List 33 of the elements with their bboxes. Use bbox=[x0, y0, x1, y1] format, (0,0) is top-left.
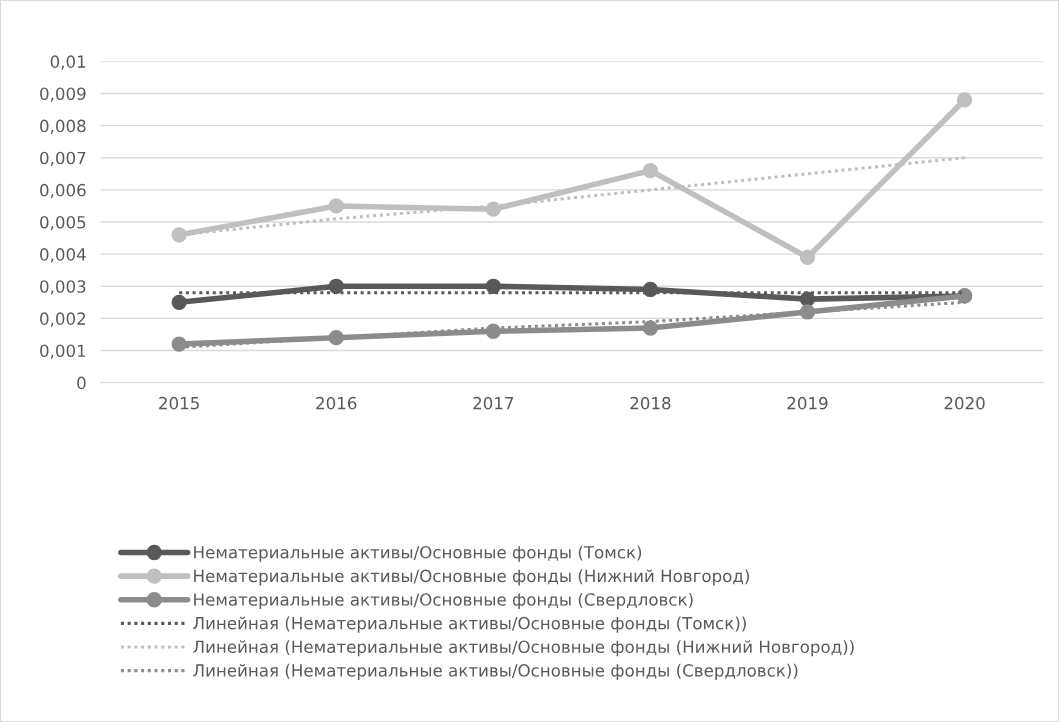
y-tick-label: 0,007 bbox=[40, 151, 86, 167]
y-tick-label: 0,003 bbox=[40, 280, 86, 295]
x-tick-label: 2020 bbox=[944, 396, 985, 410]
y-tick-label: 0,009 bbox=[40, 87, 86, 102]
y-tick-label: 0,001 bbox=[40, 344, 86, 359]
point bbox=[171, 336, 187, 352]
legend-label: Линейная (Нематериальные активы/Основные фонды (Нижний Новгород)) bbox=[193, 640, 854, 657]
y-tick-label: 0,002 bbox=[40, 312, 86, 327]
y-tick-label: 0,006 bbox=[40, 183, 86, 199]
point bbox=[799, 249, 816, 265]
point bbox=[171, 294, 187, 310]
x-tick-label: 2018 bbox=[630, 396, 671, 410]
point bbox=[642, 320, 659, 336]
legend-label: Линейная (Нематериальные активы/Основные фонды (Томск)) bbox=[193, 616, 746, 633]
x-tick-label: 2017 bbox=[473, 396, 514, 410]
point bbox=[171, 227, 187, 243]
y-tick-label: 0,008 bbox=[40, 119, 86, 134]
point bbox=[328, 198, 344, 214]
x-tick-label: 2016 bbox=[316, 396, 357, 410]
y-tick-label: 0,01 bbox=[50, 55, 86, 70]
point bbox=[485, 278, 501, 294]
point bbox=[328, 278, 344, 294]
legend-label: Линейная (Нематериальные активы/Основные фонды (Свердловск)) bbox=[193, 663, 798, 680]
legend-label: Нематериальные активы/Основные фонды (Свердловск) bbox=[194, 592, 693, 610]
point bbox=[642, 162, 659, 179]
point bbox=[956, 92, 973, 108]
x-tick-label: 2019 bbox=[787, 396, 828, 410]
legend-label: Нематериальные активы/Основные фонды (Томск) bbox=[194, 545, 642, 562]
y-tick-label: 0,005 bbox=[40, 215, 86, 231]
y-tick-label: 0 bbox=[77, 376, 86, 390]
x-tick-label: 2015 bbox=[159, 396, 199, 410]
legend-label: Нематериальные активы/Основные фонды (Нижний Новгород) bbox=[194, 569, 749, 586]
y-tick-label: 0,004 bbox=[40, 248, 86, 263]
